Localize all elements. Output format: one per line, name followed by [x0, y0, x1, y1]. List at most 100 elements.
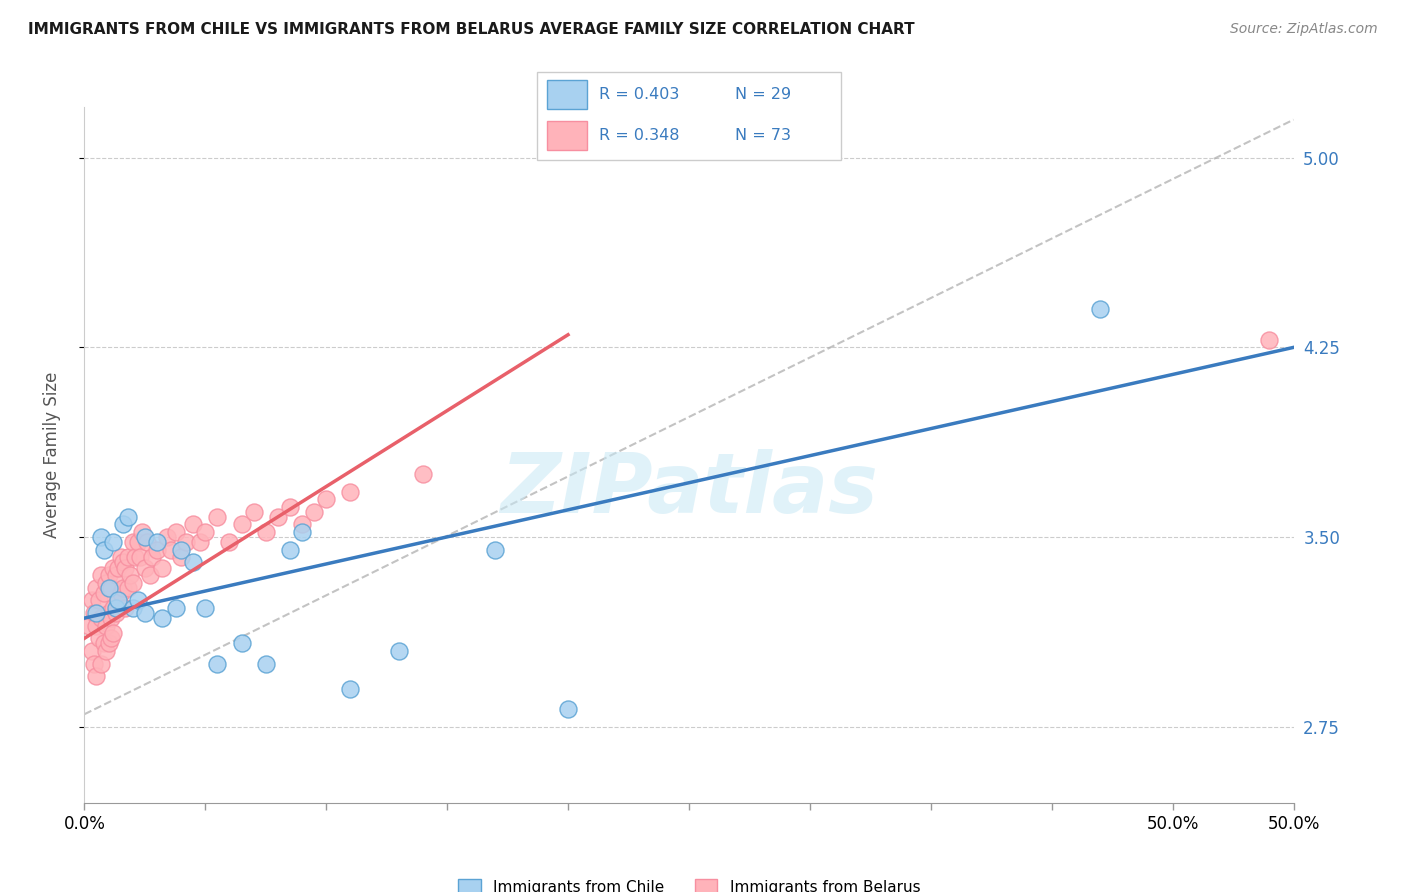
Point [107, 560, 129, 574]
Text: IMMIGRANTS FROM CHILE VS IMMIGRANTS FROM BELARUS AVERAGE FAMILY SIZE CORRELATION: IMMIGRANTS FROM CHILE VS IMMIGRANTS FROM… [28, 22, 915, 37]
Point [86, 618, 108, 632]
Text: Source: ZipAtlas.com: Source: ZipAtlas.com [1230, 22, 1378, 37]
Point [94, 644, 117, 658]
Point [170, 542, 193, 557]
Point [267, 509, 290, 524]
Point [117, 581, 139, 595]
Point [90, 611, 112, 625]
Point [87, 632, 110, 646]
Point [134, 530, 156, 544]
Point [160, 542, 183, 557]
Point [129, 550, 152, 565]
Point [170, 550, 193, 565]
Point [484, 542, 506, 557]
Point [114, 601, 136, 615]
Point [80, 644, 103, 658]
Point [97, 636, 120, 650]
Point [86, 581, 108, 595]
Point [278, 500, 301, 514]
Point [138, 568, 160, 582]
Point [141, 550, 163, 565]
Point [110, 586, 132, 600]
Point [278, 542, 301, 557]
Point [86, 606, 108, 620]
Text: N = 73: N = 73 [735, 128, 792, 143]
Point [146, 535, 169, 549]
Point [93, 636, 115, 650]
Point [254, 525, 277, 540]
Point [94, 575, 117, 590]
FancyBboxPatch shape [547, 121, 586, 150]
Point [242, 505, 264, 519]
Point [107, 593, 129, 607]
FancyBboxPatch shape [537, 72, 841, 160]
Point [194, 525, 217, 540]
Text: ZIPatlas: ZIPatlas [501, 450, 877, 530]
Point [207, 657, 229, 671]
Point [93, 586, 115, 600]
Point [100, 611, 122, 625]
Point [339, 484, 361, 499]
Point [136, 535, 159, 549]
Point [165, 525, 187, 540]
Point [146, 542, 169, 557]
Point [557, 702, 579, 716]
Point [97, 606, 120, 620]
Point [231, 517, 253, 532]
Point [117, 509, 139, 524]
Point [218, 535, 240, 549]
Point [103, 560, 125, 574]
Point [121, 535, 143, 549]
Point [127, 535, 149, 549]
Point [131, 525, 153, 540]
Point [86, 669, 108, 683]
Point [90, 657, 112, 671]
Point [107, 593, 129, 607]
Point [155, 530, 177, 544]
Point [90, 530, 112, 544]
Point [1088, 302, 1111, 317]
Point [1258, 333, 1281, 347]
Point [104, 601, 127, 615]
Point [388, 644, 411, 658]
Point [112, 517, 135, 532]
Text: R = 0.348: R = 0.348 [599, 128, 679, 143]
Point [103, 535, 125, 549]
Point [124, 550, 146, 565]
Point [121, 575, 143, 590]
Point [181, 517, 204, 532]
Point [83, 657, 105, 671]
Point [93, 542, 115, 557]
Point [77, 618, 100, 632]
Y-axis label: Average Family Size: Average Family Size [42, 372, 60, 538]
Point [302, 505, 325, 519]
Point [100, 581, 122, 595]
Point [254, 657, 277, 671]
Point [190, 535, 212, 549]
Point [165, 601, 187, 615]
Point [339, 681, 361, 696]
Point [121, 601, 143, 615]
Point [97, 568, 120, 582]
Point [117, 550, 139, 565]
Point [87, 593, 110, 607]
Point [90, 568, 112, 582]
Point [150, 611, 173, 625]
Text: R = 0.403: R = 0.403 [599, 87, 679, 102]
Point [104, 606, 127, 620]
Point [291, 525, 314, 540]
Point [114, 560, 136, 574]
Text: N = 29: N = 29 [735, 87, 792, 102]
Point [412, 467, 434, 481]
Legend: Immigrants from Chile, Immigrants from Belarus: Immigrants from Chile, Immigrants from B… [451, 873, 927, 892]
Point [103, 626, 125, 640]
Point [174, 535, 197, 549]
Point [94, 618, 117, 632]
Point [104, 568, 127, 582]
Point [194, 601, 217, 615]
Point [127, 593, 149, 607]
Point [134, 560, 156, 574]
Point [315, 492, 337, 507]
Point [100, 632, 122, 646]
Point [207, 509, 229, 524]
